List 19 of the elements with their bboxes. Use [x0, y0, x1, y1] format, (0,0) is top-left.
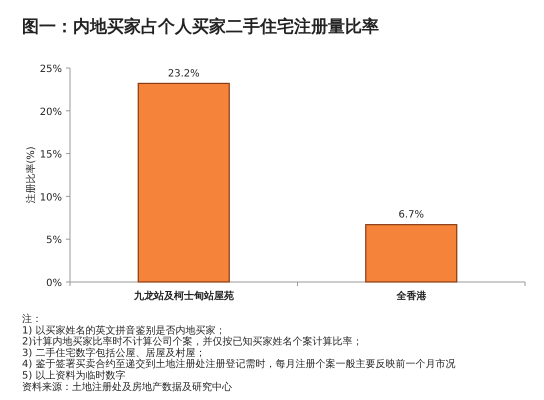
y-tick-label: 25% — [40, 64, 62, 75]
y-axis-title: 注册比率(%) — [25, 146, 37, 204]
x-tick-label: 九龙站及柯士甸站屋苑 — [132, 290, 234, 302]
text: 3) 二手住宅数字包括公屋、居屋及村屋； — [22, 346, 206, 359]
text: 4) 鉴于签署买卖合约至递交到土地注册处注册登记需时，每月注册个案一般主要反映前一个月市况 — [22, 358, 456, 370]
text: 5) 以上资料为临时数字 — [22, 370, 126, 382]
y-tick-label: 0% — [46, 278, 62, 289]
y-tick-label: 5% — [46, 235, 62, 246]
text: 资料来源：土地注册处及房地产数据及研究中心 — [22, 380, 232, 393]
text: 2)计算内地买家比率时不计算公司个案，并仅按已知买家姓名个案计算比率； — [22, 336, 362, 348]
y-tick-label: 10% — [40, 192, 62, 204]
chart-title: 图一：内地买家占个人买家二手住宅注册量比率 — [22, 17, 379, 37]
y-tick-label: 15% — [40, 150, 62, 161]
data-label: 6.7% — [398, 210, 424, 221]
x-tick-label: 全香港 — [395, 290, 428, 302]
text: 注： — [22, 313, 42, 325]
y-tick-label: 20% — [40, 106, 62, 118]
text: 1) 以买家姓名的英文拼音鉴别是否内地买家； — [22, 324, 226, 336]
data-label: 23.2% — [168, 68, 200, 80]
